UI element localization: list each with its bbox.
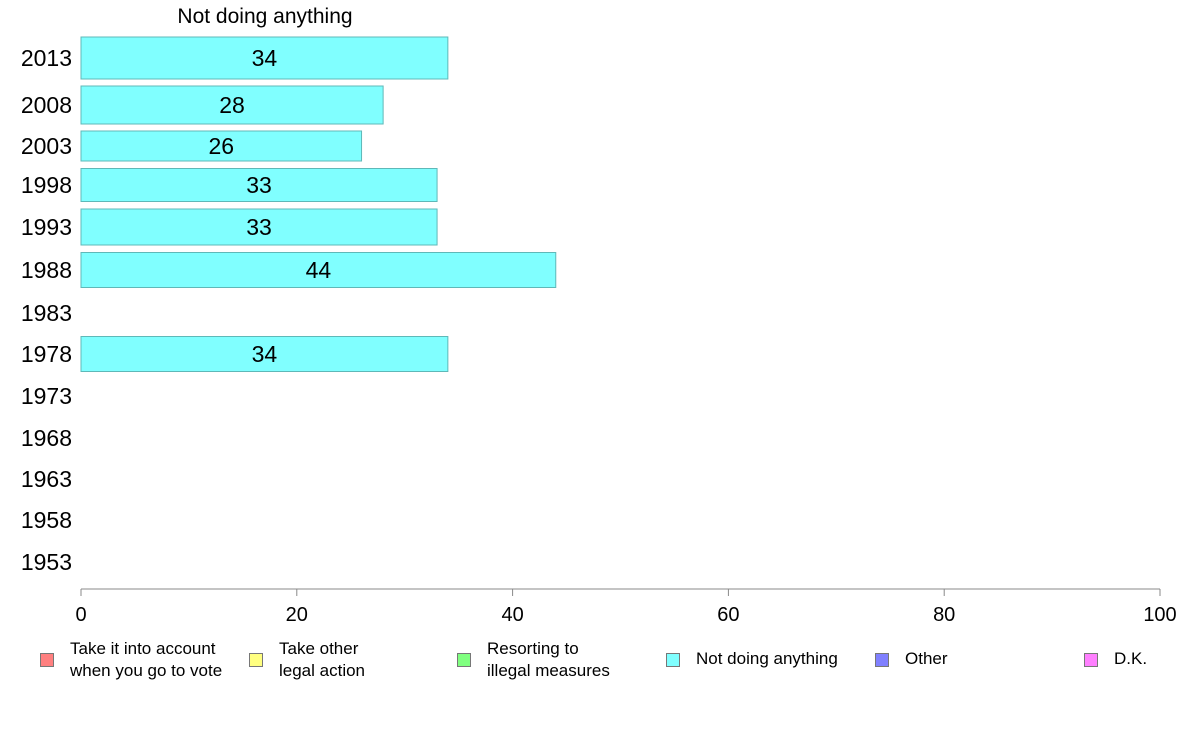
x-tick-label-100: 100 bbox=[1143, 604, 1176, 626]
category-label-1968: 1968 bbox=[21, 425, 72, 451]
data-label-1988: 44 bbox=[306, 257, 332, 283]
legend: Take it into account when you go to vote… bbox=[0, 638, 1188, 688]
category-label-1973: 1973 bbox=[21, 383, 72, 409]
legend-swatch bbox=[875, 653, 889, 667]
data-label-2003: 26 bbox=[208, 133, 234, 159]
x-tick-label-20: 20 bbox=[286, 604, 308, 626]
legend-item: Not doing anything bbox=[666, 638, 838, 670]
bar-1998 bbox=[80, 168, 438, 202]
bar-1993 bbox=[80, 208, 438, 246]
bar-2013 bbox=[80, 36, 449, 80]
x-tick-label-40: 40 bbox=[501, 604, 523, 626]
category-label-1958: 1958 bbox=[21, 507, 72, 533]
category-label-1983: 1983 bbox=[21, 300, 72, 326]
legend-label: D.K. bbox=[1114, 649, 1148, 668]
bar-1988 bbox=[80, 252, 557, 288]
legend-label: Take other legal action bbox=[279, 639, 366, 680]
bar-2008 bbox=[80, 85, 384, 125]
bar-1978 bbox=[80, 336, 449, 372]
category-label-2008: 2008 bbox=[21, 92, 72, 118]
x-tick-label-60: 60 bbox=[717, 604, 739, 626]
data-label-1978: 34 bbox=[252, 341, 278, 367]
legend-swatch bbox=[40, 653, 54, 667]
data-label-1993: 33 bbox=[246, 214, 272, 240]
data-label-1998: 33 bbox=[246, 172, 272, 198]
category-label-1963: 1963 bbox=[21, 466, 72, 492]
data-label-2008: 28 bbox=[219, 92, 245, 118]
legend-item: D.K. bbox=[1084, 638, 1147, 670]
legend-item: Take it into account when you go to vote bbox=[40, 638, 222, 682]
category-label-1953: 1953 bbox=[21, 549, 72, 575]
bar-2003 bbox=[80, 130, 363, 162]
category-label-1988: 1988 bbox=[21, 257, 72, 283]
data-label-2013: 34 bbox=[252, 45, 278, 71]
legend-item: Other bbox=[875, 638, 948, 670]
x-tick-label-0: 0 bbox=[75, 604, 86, 626]
legend-label: Other bbox=[905, 649, 948, 668]
legend-swatch bbox=[666, 653, 680, 667]
legend-item: Take other legal action bbox=[249, 638, 365, 682]
legend-item: Resorting to illegal measures bbox=[457, 638, 610, 682]
x-tick-label-80: 80 bbox=[933, 604, 955, 626]
category-label-1978: 1978 bbox=[21, 341, 72, 367]
category-label-2003: 2003 bbox=[21, 133, 72, 159]
legend-label: Not doing anything bbox=[696, 649, 838, 668]
category-label-1993: 1993 bbox=[21, 214, 72, 240]
legend-swatch bbox=[457, 653, 471, 667]
category-label-1998: 1998 bbox=[21, 172, 72, 198]
chart-title: Not doing anything bbox=[177, 5, 353, 28]
legend-label: Resorting to illegal measures bbox=[487, 639, 610, 680]
legend-swatch bbox=[1084, 653, 1098, 667]
legend-swatch bbox=[249, 653, 263, 667]
legend-label: Take it into account when you go to vote bbox=[70, 639, 223, 680]
category-label-2013: 2013 bbox=[21, 45, 72, 71]
